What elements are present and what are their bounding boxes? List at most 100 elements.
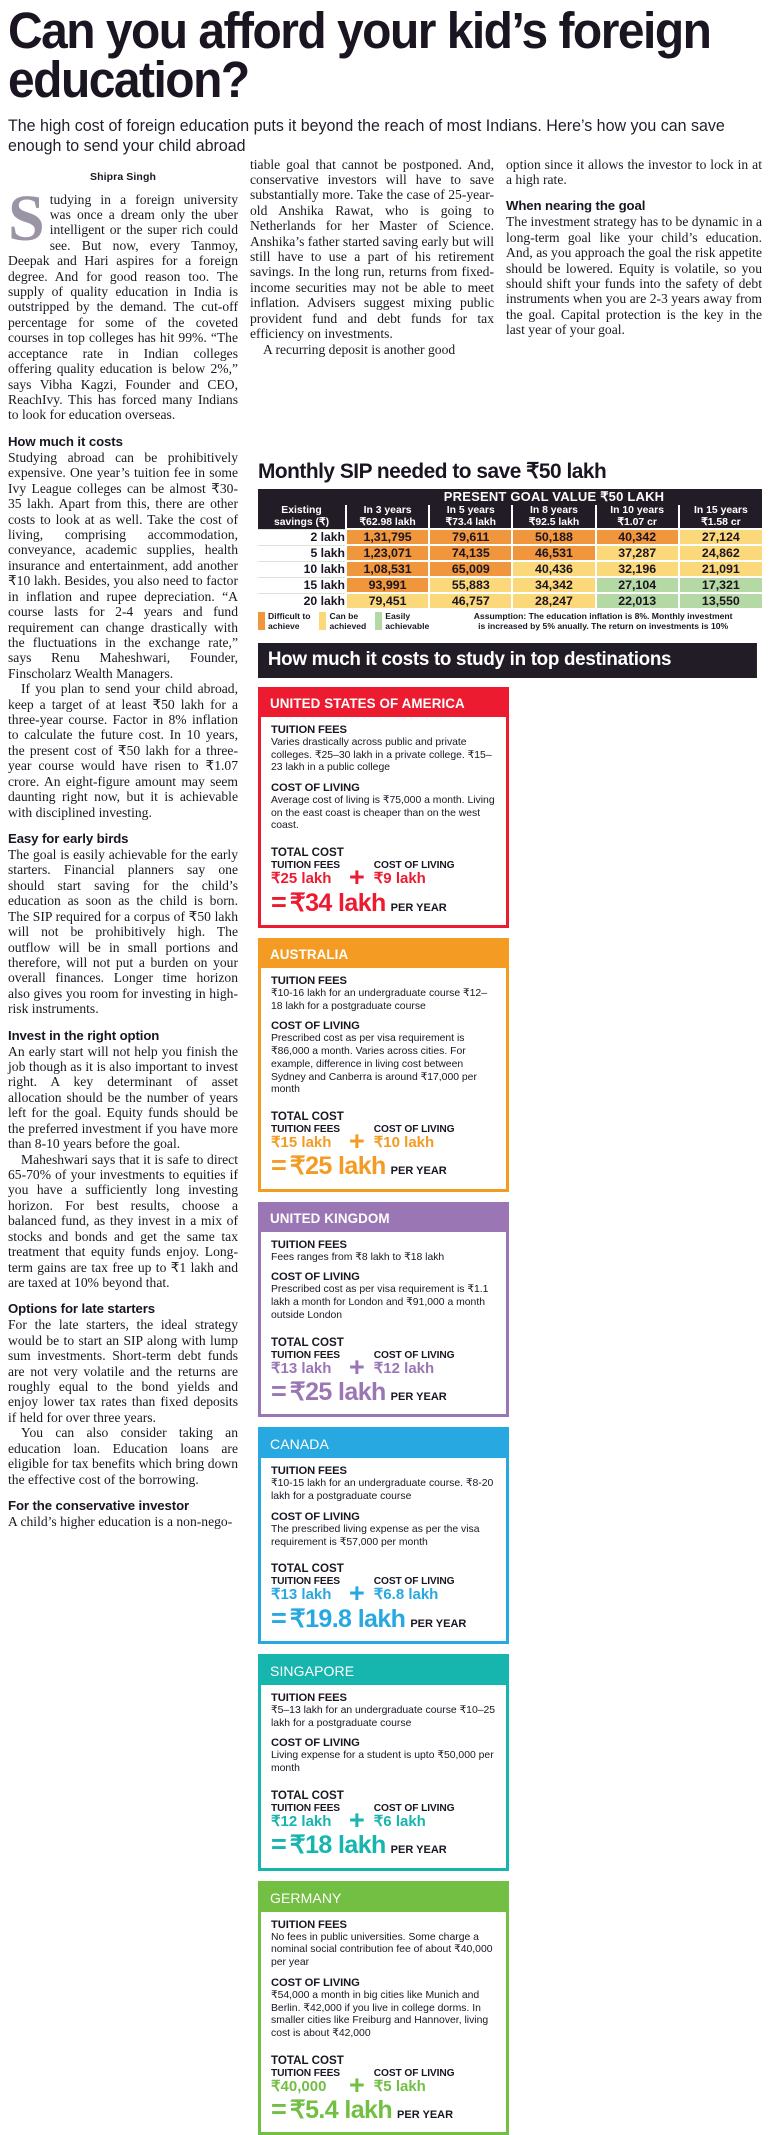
destination-card: UNITED KINGDOM TUITION FEES Fees ranges fr… [258,1201,509,1418]
tuition-fees-label: TUITION FEES [271,1465,347,1478]
total-column: TUITION FEES ₹40,000 [271,2068,340,2095]
legend-item: Can be achieved [319,611,367,631]
grand-total-value: ₹25 lakh [289,1152,386,1181]
table-row: 15 lakh 93,991 55,883 34,342 27,104 17,321 [258,576,762,594]
equals-sign: = [271,1150,287,1181]
cost-of-living-text: The prescribed living expense as per the… [271,1523,480,1548]
per-year-label: PER YEAR [410,1617,467,1630]
table-cell: 1,23,071 [344,544,430,562]
tuition-total-caption: TUITION FEES [271,1123,340,1135]
total-cost-label: TOTAL COST [271,1788,344,1802]
living-total-value: ₹5 lakh [373,2077,426,2095]
tuition-fees-label: TUITION FEES [271,1918,347,1931]
sip-legend: Difficult to achieve Can be achieved Easily a… [258,611,762,632]
card-body: TUITION FEES ₹10-16 lakh for an undergrad… [265,968,502,1185]
table-cell: 40,342 [594,528,679,546]
equals-sign: = [271,886,287,917]
table-cell: 1,31,795 [344,528,430,546]
living-total-value: ₹6 lakh [373,1813,426,1831]
living-total-caption: COST OF LIVING [373,1123,455,1135]
table-cell: 40,436 [511,560,596,578]
total-cost-label: TOTAL COST [271,846,344,860]
living-total-caption: COST OF LIVING [373,2067,455,2079]
table-band-header: PRESENT GOAL VALUE ₹50 LAKH [346,489,762,505]
column-future-value: ₹73.4 lakh [445,516,497,528]
cost-of-living-label: COST OF LIVING [271,1976,360,1989]
table-cell: 24,862 [677,544,762,562]
plus-sign: + [348,1351,365,1382]
equals-sign: = [271,1375,287,1406]
destination-cards: UNITED STATES OF AMERICA TUITION FEES Vari… [258,687,762,2135]
grand-total-row: = ₹19.8 lakh PER YEAR [271,1604,496,1633]
grand-total-value: ₹19.8 lakh [289,1604,406,1633]
equals-sign: = [271,2093,287,2124]
grand-total-value: ₹18 lakh [289,1831,386,1860]
cost-of-living-label: COST OF LIVING [271,1510,360,1523]
column-period: In 5 years [446,505,495,516]
section-heading: How much it costs [8,433,123,449]
table-row-label: 10 lakh [258,560,346,578]
equals-sign: = [271,1829,287,1860]
plus-sign: + [348,2069,365,2100]
tuition-total-value: ₹25 lakh [271,870,332,888]
legend-label: Can be achieved [329,611,367,631]
total-cost-label: TOTAL COST [271,1562,344,1576]
destination-card: UNITED STATES OF AMERICA TUITION FEES Vari… [258,687,509,929]
table-header-band-row: PRESENT GOAL VALUE ₹50 LAKH [258,489,762,505]
total-column: TUITION FEES ₹13 lakh [271,1576,340,1603]
table-cell: 46,531 [511,544,596,562]
article-sections: How much it costs Studying abroad can be … [8,434,238,1530]
tuition-fees-label: TUITION FEES [271,1692,347,1705]
table-cell: 32,196 [594,560,679,578]
article-paragraph: An early start will not help you finish … [8,1043,238,1152]
tuition-fees-label: TUITION FEES [271,724,347,737]
grand-total-value: ₹25 lakh [289,1377,386,1406]
per-year-label: PER YEAR [390,1844,447,1857]
per-year-label: PER YEAR [390,1165,447,1178]
article-paragraph: The investment strategy has to be dynami… [506,214,762,338]
total-column: COST OF LIVING ₹6 lakh [374,1803,455,1830]
column3-text: option since it allows the investor to l… [506,157,762,338]
column-period: In 8 years [529,505,578,516]
table-row: 20 lakh 79,451 46,757 28,247 22,013 13,550 [258,592,762,609]
table-column-header: In 5 years ₹73.4 lakh [428,505,513,530]
article-paragraph: A child’s higher education is a non-nego… [8,1514,233,1530]
table-row: 2 lakh 1,31,795 79,611 50,188 40,342 27,124 [258,528,762,546]
total-column: TUITION FEES ₹13 lakh [271,1350,340,1377]
table-cell: 74,135 [428,544,513,562]
table-cell: 46,757 [428,592,513,609]
per-year-label: PER YEAR [397,2108,454,2121]
living-total-caption: COST OF LIVING [373,1802,455,1814]
destinations-heading: How much it costs to study in top destin… [258,643,757,679]
tuition-total-caption: TUITION FEES [271,860,340,872]
article-paragraph: You can also consider taking an educatio… [8,1425,238,1487]
table-corner-cell [258,489,346,505]
table-cell: 13,550 [677,592,762,609]
tuition-fees-text: ₹10-15 lakh for an undergraduate course.… [271,1478,494,1503]
destination-card: CANADA TUITION FEES ₹10-15 lakh for an und… [258,1427,509,1645]
grand-total-row: = ₹18 lakh PER YEAR [271,1829,496,1860]
sip-table-title: Monthly SIP needed to save ₹50 lakh [258,459,607,483]
tuition-fees-text: Varies drastically across public and pri… [271,737,492,774]
legend-label: Difficult to achieve [268,611,311,631]
total-breakdown-row: TUITION FEES ₹13 lakh + COST OF LIVING ₹6.8 … [271,1576,496,1607]
card-body: TUITION FEES No fees in public universiti… [265,1911,502,2129]
article-paragraph: A recurring deposit is another good [263,341,456,357]
tuition-total-caption: TUITION FEES [271,2067,340,2079]
cost-of-living-text: Living expense for a student is upto ₹50… [271,1750,494,1775]
total-breakdown-row: TUITION FEES ₹40,000 + COST OF LIVING ₹5 lak… [271,2067,496,2100]
table-cell: 34,342 [511,576,596,594]
tuition-total-caption: TUITION FEES [271,1802,340,1814]
legend-label: Easily achievable [385,611,430,631]
card-country-title: SINGAPORE [261,1657,506,1686]
table-cell: 37,287 [594,544,679,562]
per-year-label: PER YEAR [390,1390,447,1403]
living-total-value: ₹6.8 lakh [373,1586,439,1604]
cost-of-living-text: Average cost of living is ₹75,000 a mont… [271,795,495,832]
header-line-1: Existing [281,505,322,517]
card-body: TUITION FEES ₹10-15 lakh for an undergrad… [265,1458,502,1638]
drop-cap: S [8,181,45,255]
section-heading: Invest in the right option [8,1027,160,1043]
tuition-total-value: ₹13 lakh [271,1359,332,1377]
